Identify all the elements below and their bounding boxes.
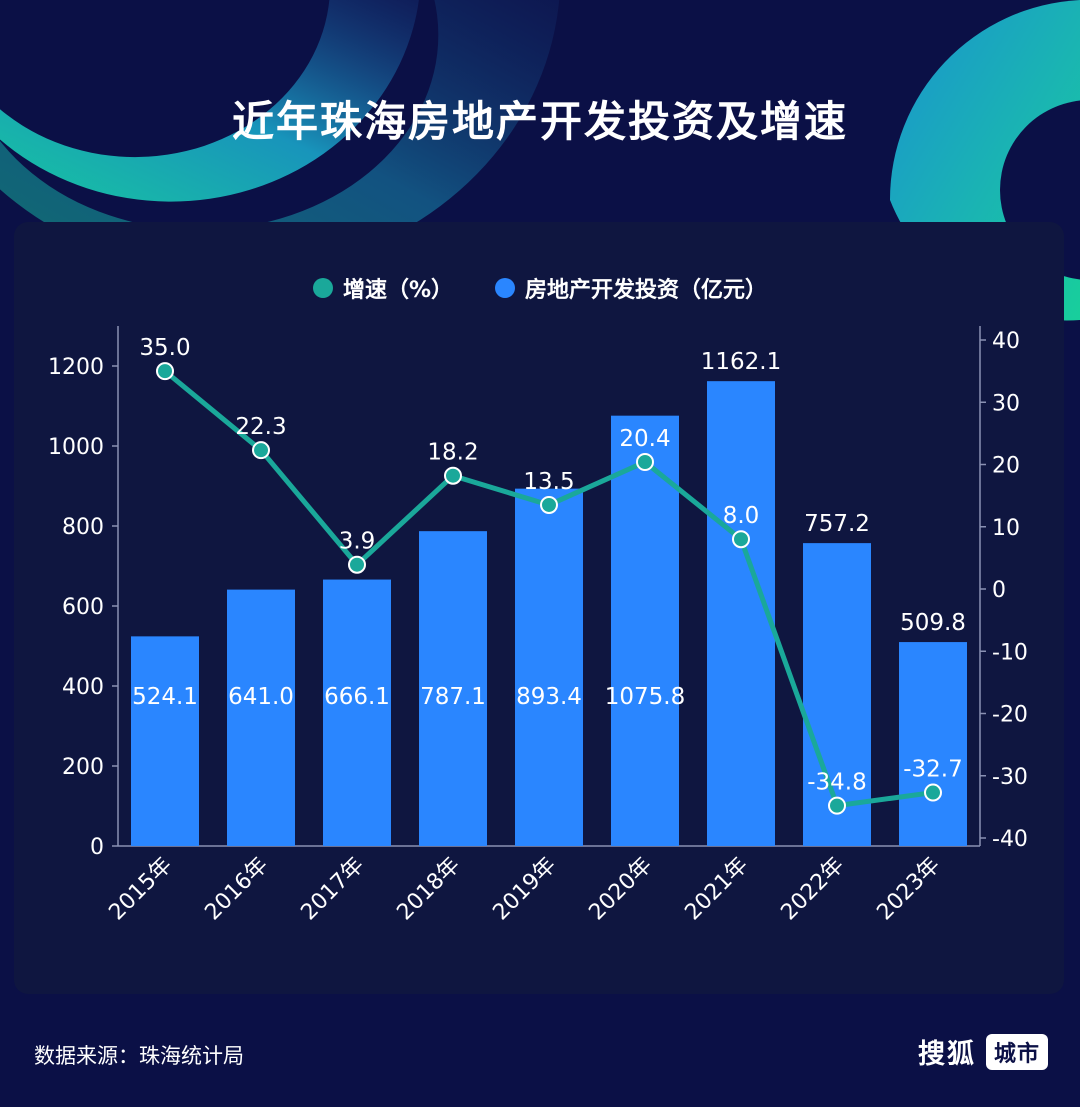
y-tick-label-right: 30 — [992, 391, 1020, 416]
y-tick-label-right: 40 — [992, 329, 1020, 354]
growth-point — [828, 796, 846, 815]
legend-bar-marker-icon — [495, 278, 516, 298]
growth-point — [540, 495, 558, 514]
y-tick-label-left: 1000 — [48, 435, 104, 460]
bar — [131, 636, 199, 846]
bar-value-label: 524.1 — [132, 684, 198, 710]
x-tick-label: 2016年 — [200, 853, 273, 926]
y-tick-label-right: -40 — [992, 827, 1028, 852]
bar — [611, 415, 679, 846]
brand-logo: 搜狐 城市 — [918, 1032, 1048, 1071]
growth-value-label: -32.7 — [903, 757, 963, 783]
y-tick-label-right: -30 — [992, 765, 1028, 790]
growth-point — [348, 555, 366, 574]
bar — [227, 589, 295, 846]
y-tick-label-right: 0 — [992, 578, 1006, 603]
y-tick-label-left: 0 — [90, 835, 104, 860]
bar-value-label: 509.8 — [900, 610, 966, 636]
y-tick-label-left: 600 — [62, 595, 104, 620]
growth-point — [636, 453, 654, 472]
legend-growth-label: 增速（%） — [342, 278, 454, 303]
growth-value-label: -34.8 — [807, 770, 867, 796]
y-tick-label-right: -10 — [992, 640, 1028, 665]
growth-value-label: 3.9 — [339, 529, 376, 555]
legend-item-growth: 增速（%） — [312, 272, 454, 304]
y-tick-label-right: -20 — [992, 703, 1028, 728]
growth-value-label: 22.3 — [235, 414, 286, 440]
legend-investment-label: 房地产开发投资（亿元） — [525, 278, 768, 303]
x-tick-label: 2022年 — [776, 853, 849, 926]
chart-legend: 增速（%） 房地产开发投资（亿元） — [0, 272, 1080, 304]
growth-point — [252, 441, 270, 460]
x-tick-label: 2021年 — [680, 853, 753, 926]
y-tick-label-left: 200 — [62, 755, 104, 780]
growth-value-label: 13.5 — [523, 469, 574, 495]
growth-point — [732, 530, 750, 549]
bar-value-label: 1162.1 — [701, 349, 781, 375]
bar-value-label: 893.4 — [516, 684, 582, 710]
page-title: 近年珠海房地产开发投资及增速 — [231, 97, 848, 146]
x-tick-label: 2020年 — [584, 853, 657, 926]
brand-badge: 城市 — [985, 1033, 1048, 1070]
growth-point — [924, 783, 942, 802]
bar — [323, 579, 391, 846]
data-source: 数据来源：珠海统计局 — [34, 1044, 244, 1068]
bar-value-label: 666.1 — [324, 684, 390, 710]
growth-value-label: 20.4 — [619, 426, 670, 452]
bar — [419, 531, 487, 846]
growth-point — [156, 362, 174, 381]
bar-value-label: 787.1 — [420, 684, 486, 710]
x-tick-label: 2023年 — [872, 853, 945, 926]
bar — [707, 381, 775, 846]
growth-value-label: 8.0 — [723, 503, 760, 529]
y-tick-label-left: 400 — [62, 675, 104, 700]
bar — [803, 543, 871, 846]
x-tick-label: 2019年 — [488, 853, 561, 926]
y-tick-label-right: 10 — [992, 516, 1020, 541]
bar-value-label: 641.0 — [228, 684, 294, 710]
growth-value-label: 35.0 — [139, 335, 190, 361]
bar-value-label: 1075.8 — [605, 684, 685, 710]
x-tick-label: 2015年 — [104, 853, 177, 926]
x-tick-label: 2017年 — [296, 853, 369, 926]
growth-value-label: 18.2 — [427, 440, 478, 466]
y-tick-label-left: 800 — [62, 515, 104, 540]
brand-name: 搜狐 — [917, 1039, 976, 1070]
y-tick-label-left: 1200 — [48, 355, 104, 380]
x-tick-label: 2018年 — [392, 853, 465, 926]
bar — [515, 488, 583, 846]
growth-point — [444, 466, 462, 485]
y-tick-label-right: 20 — [992, 454, 1020, 479]
bar-value-label: 757.2 — [804, 511, 870, 537]
bar — [899, 642, 967, 846]
legend-line-marker-icon — [312, 278, 333, 298]
legend-item-investment: 房地产开发投资（亿元） — [495, 272, 767, 304]
